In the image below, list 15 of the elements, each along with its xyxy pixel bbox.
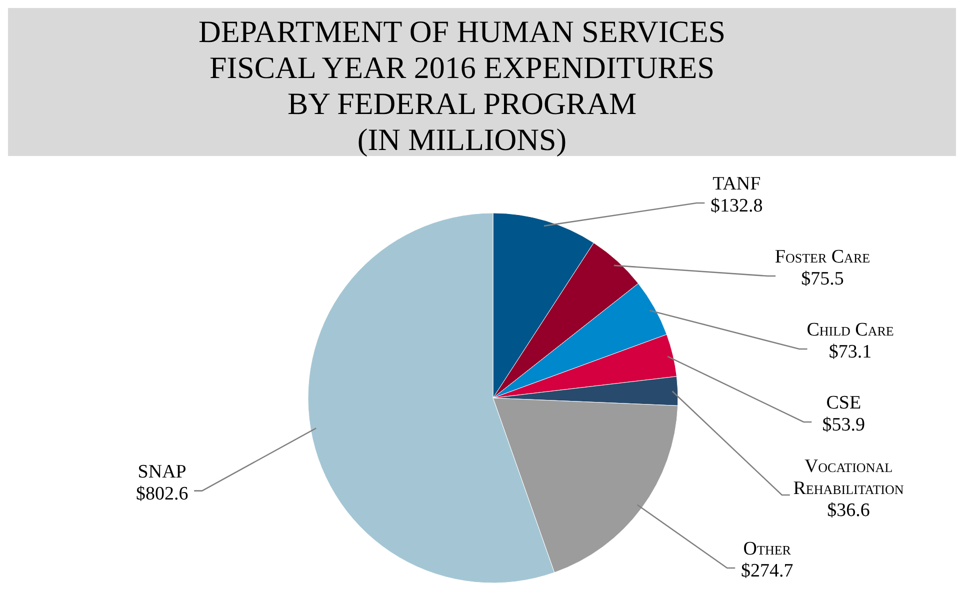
slice-label: Foster Care: [774, 246, 870, 268]
slice-label: Child Care: [806, 320, 894, 340]
data-label: $36.6: [827, 500, 870, 521]
slice-label: Vocational Rehabilitation: [793, 456, 904, 499]
slice-label: SNAP: [138, 461, 186, 482]
data-label: $274.7: [740, 560, 794, 582]
slice-label: TANF: [712, 174, 761, 194]
data-label: $75.5: [801, 268, 844, 290]
data-label: $73.1: [828, 342, 872, 362]
data-label: $53.9: [822, 414, 866, 436]
slice-label: Other: [743, 538, 792, 560]
chart-title: DEPARTMENT OF HUMAN SERVICES FISCAL YEAR 2016 EXPENDITURES BY FEDERAL PROGRAM (IN MILLIONS): [198, 14, 726, 157]
slice-label: CSE: [826, 392, 862, 414]
data-label: $132.8: [710, 196, 763, 216]
data-label: $802.6: [136, 483, 188, 504]
